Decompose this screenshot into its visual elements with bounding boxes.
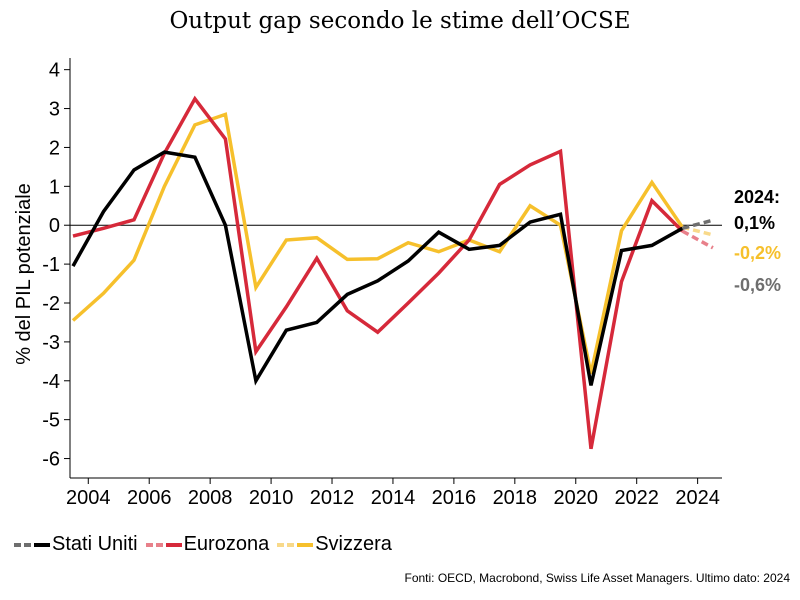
series-line-eurozona	[72, 95, 684, 450]
x-tick-label: 2006	[127, 487, 172, 509]
y-tick-label: -1	[42, 254, 60, 276]
legend-swatch-svizzera	[277, 542, 314, 547]
legend-label-eurozona: Eurozona	[183, 533, 270, 555]
y-tick-label: 1	[49, 176, 60, 198]
y-tick-label: -5	[42, 410, 60, 432]
y-tick-label: 4	[49, 60, 60, 82]
legend-item-eurozona: Eurozona	[145, 533, 270, 556]
x-tick-label: 2008	[188, 487, 233, 509]
legend-swatch-eurozona	[145, 542, 182, 547]
annotation-value: 0,1%	[734, 213, 775, 233]
legend: Stati Uniti Eurozona Svizzera	[14, 533, 400, 556]
x-tick-label: 2010	[249, 487, 294, 509]
x-tick-label: 2012	[310, 487, 355, 509]
x-tick-label: 2022	[614, 487, 659, 509]
y-tick-label: 0	[49, 215, 60, 237]
chart-title: Output gap secondo le stime dell’OCSE	[169, 8, 631, 34]
x-tick-label: 2018	[493, 487, 538, 509]
x-tick-label: 2024	[675, 487, 720, 509]
y-tick-label: -6	[42, 449, 60, 471]
legend-label-stati-uniti: Stati Uniti	[52, 533, 138, 555]
source-note: Fonti: OECD, Macrobond, Swiss Life Asset…	[404, 571, 790, 585]
x-tick-label: 2020	[554, 487, 599, 509]
forecast-line-stati-uniti	[681, 218, 714, 230]
forecast-line-eurozona	[681, 229, 714, 250]
annotation-value: -0,2%	[734, 243, 781, 263]
y-tick-label: -2	[42, 293, 60, 315]
y-tick-label: -4	[42, 371, 60, 393]
y-tick-label: 2	[49, 137, 60, 159]
x-tick-label: 2014	[371, 487, 416, 509]
legend-swatch-stati-uniti	[14, 542, 50, 547]
legend-label-svizzera: Svizzera	[315, 533, 392, 555]
legend-item-stati-uniti: Stati Uniti	[14, 533, 138, 556]
y-axis-label: % del PIL potenziale	[13, 183, 35, 365]
annotation-value: -0,6%	[734, 275, 781, 295]
x-tick-label: 2004	[66, 487, 111, 509]
series-line-stati-uniti	[71, 150, 684, 386]
y-tick-label: -3	[42, 332, 60, 354]
x-tick-label: 2016	[432, 487, 477, 509]
y-tick-label: 3	[49, 99, 60, 121]
legend-item-svizzera: Svizzera	[277, 533, 392, 556]
annotation-title: 2024:	[734, 187, 780, 207]
